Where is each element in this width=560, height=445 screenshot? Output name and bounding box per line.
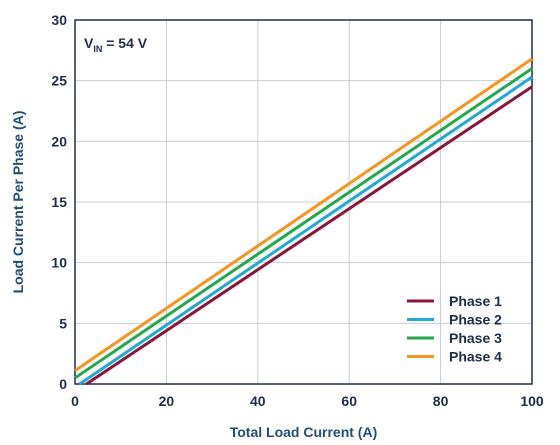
y-tick-label: 15 — [51, 194, 67, 210]
annotation-suffix: = 54 V — [102, 35, 147, 51]
series-line — [74, 57, 533, 372]
grid — [75, 20, 532, 384]
series-line — [74, 67, 533, 380]
y-tick-label: 20 — [51, 133, 67, 149]
x-axis-title: Total Load Current (A) — [230, 424, 378, 440]
series-line — [85, 85, 533, 386]
series-line — [78, 75, 533, 386]
vin-annotation: VIN = 54 V — [84, 35, 148, 54]
legend-label: Phase 3 — [449, 330, 502, 346]
x-tick-label: 60 — [341, 393, 357, 409]
x-tick-labels: 0 20 40 60 80 100 — [71, 393, 544, 409]
y-tick-label: 25 — [51, 73, 67, 89]
legend-label: Phase 4 — [449, 349, 502, 365]
y-tick-label: 5 — [59, 315, 67, 331]
annotation-subscript: IN — [93, 44, 102, 54]
x-tick-label: 80 — [433, 393, 449, 409]
y-tick-label: 30 — [51, 12, 67, 28]
x-tick-label: 20 — [159, 393, 175, 409]
y-tick-label: 0 — [59, 376, 67, 392]
y-tick-label: 10 — [51, 255, 67, 271]
annotation-main: V — [84, 35, 94, 51]
y-axis-title: Load Current Per Phase (A) — [10, 111, 26, 294]
x-tick-label: 40 — [250, 393, 266, 409]
series-layer — [74, 57, 533, 386]
legend: Phase 1 Phase 2 Phase 3 Phase 4 — [407, 293, 502, 365]
legend-label: Phase 1 — [449, 293, 502, 309]
x-tick-label: 100 — [520, 393, 544, 409]
y-tick-labels: 0 5 10 15 20 25 30 — [51, 12, 67, 392]
plot-frame — [74, 19, 533, 385]
x-tick-label: 0 — [71, 393, 79, 409]
legend-label: Phase 2 — [449, 312, 502, 328]
